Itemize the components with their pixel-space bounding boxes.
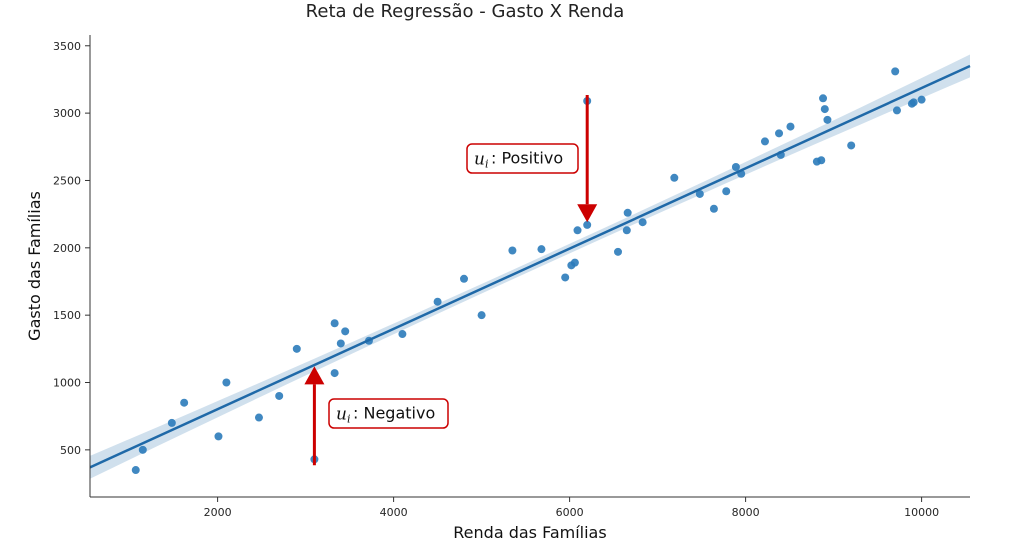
chart-title: Reta de Regressão - Gasto X Renda [306,1,625,22]
data-point [823,115,832,124]
data-point [570,258,579,267]
data-point [622,226,631,235]
y-tick-label: 2000 [53,242,81,255]
annotation-text: : Negativo [353,404,435,423]
y-tick-label: 1000 [53,377,81,390]
x-tick-label: 4000 [380,506,408,519]
annotation-box [328,398,449,429]
data-point [817,156,826,165]
regression-line-group [89,64,971,469]
data-point [722,187,731,196]
data-point [820,105,829,114]
y-tick-label: 3500 [53,40,81,53]
y-tick-label: 500 [60,444,81,457]
data-points [131,67,926,475]
data-point [222,378,231,387]
arrow-head [304,366,325,385]
data-point [760,137,769,146]
regression-line [89,64,971,469]
data-point [330,319,339,328]
data-point [336,339,345,348]
data-point [398,330,407,339]
data-point [775,129,784,138]
x-axis-title: Renda das Famílias [453,523,606,542]
axes [89,35,970,498]
data-point [638,218,647,227]
x-tick-label: 8000 [732,506,760,519]
data-point [917,95,926,104]
data-point [180,398,189,407]
data-point [847,141,856,150]
annotation-box [466,143,579,174]
data-point [670,173,679,182]
data-point [214,432,223,441]
data-point [433,297,442,306]
data-point [477,311,486,320]
annotation-subscript: i [485,158,489,171]
data-point [138,445,147,454]
annotation-arrow [577,95,598,223]
annotation-variable: u [336,405,347,425]
data-point [891,67,900,76]
data-point [275,391,284,400]
x-tick-label: 6000 [556,506,584,519]
y-tick-label: 1500 [53,309,81,322]
annotation-subscript: i [347,413,351,426]
data-point [583,220,592,229]
data-point [561,273,570,282]
data-point [909,98,918,107]
x-tick-label: 2000 [204,506,232,519]
data-point [537,245,546,254]
data-point [573,226,582,235]
data-point [460,274,468,283]
data-point [623,208,632,217]
arrow-head [577,204,598,223]
data-point [892,106,901,115]
y-tick-label: 3000 [53,107,81,120]
data-point [131,466,140,475]
data-point [709,204,718,213]
data-point [341,327,350,336]
data-point [330,369,339,378]
y-tick-label: 2500 [53,174,81,187]
data-point [731,163,740,171]
data-point [508,246,517,255]
data-point [254,413,263,422]
y-axis-title: Gasto das Famílias [25,191,44,341]
data-point [819,94,828,103]
ticks: 2000 4000 6000 8000 10000 500 1000 1500 2000 2500… [53,40,939,519]
annotation-arrow [304,366,325,466]
data-point [695,189,704,198]
x-tick-label: 10000 [904,506,939,519]
data-point [786,122,795,131]
data-point [167,418,176,427]
annotation-text: : Positivo [491,149,563,168]
data-point [614,247,622,256]
annotation-variable: u [474,150,485,170]
data-point [292,344,301,353]
